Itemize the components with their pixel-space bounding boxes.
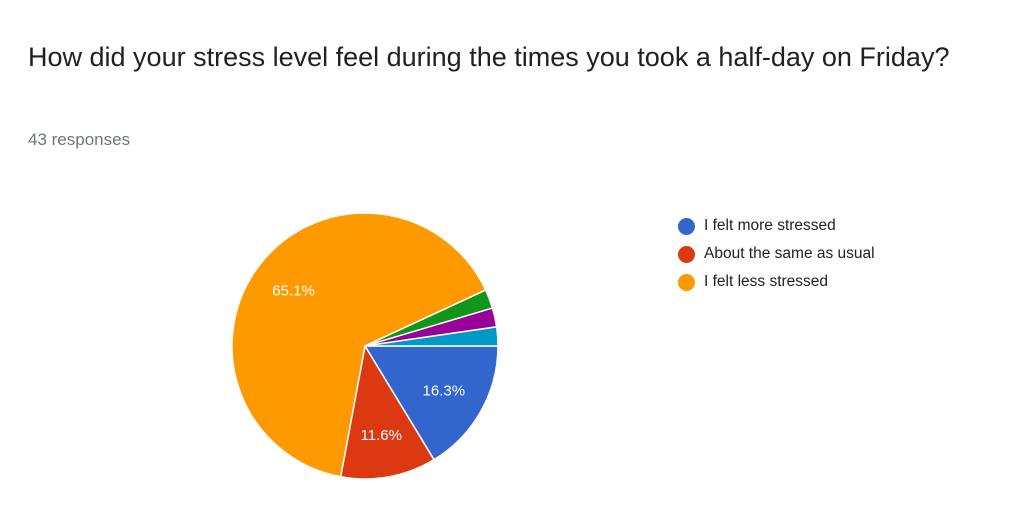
question-title: How did your stress level feel during th… [28,42,950,72]
slice-percent-label: 65.1% [272,283,315,300]
legend-label: About the same as usual [704,245,875,262]
legend-label: I felt more stressed [704,217,836,234]
pie-slice-3 [231,212,487,478]
legend-item: I felt less stressed [678,268,875,296]
legend-item: I felt more stressed [678,212,875,240]
slice-percent-label: 16.3% [423,382,466,399]
legend-item: About the same as usual [678,240,875,268]
chart-legend: I felt more stressed About the same as us… [678,212,875,296]
response-count: 43 responses [28,130,131,149]
legend-swatch [678,245,695,263]
slice-percent-label: 11.6% [361,427,402,444]
legend-swatch [678,217,695,235]
pie-slice-2 [339,343,436,480]
pie-slice-6 [364,325,499,347]
pie-slice-1 [363,345,499,461]
legend-label: I felt less stressed [704,273,829,290]
legend-swatch [678,273,695,291]
